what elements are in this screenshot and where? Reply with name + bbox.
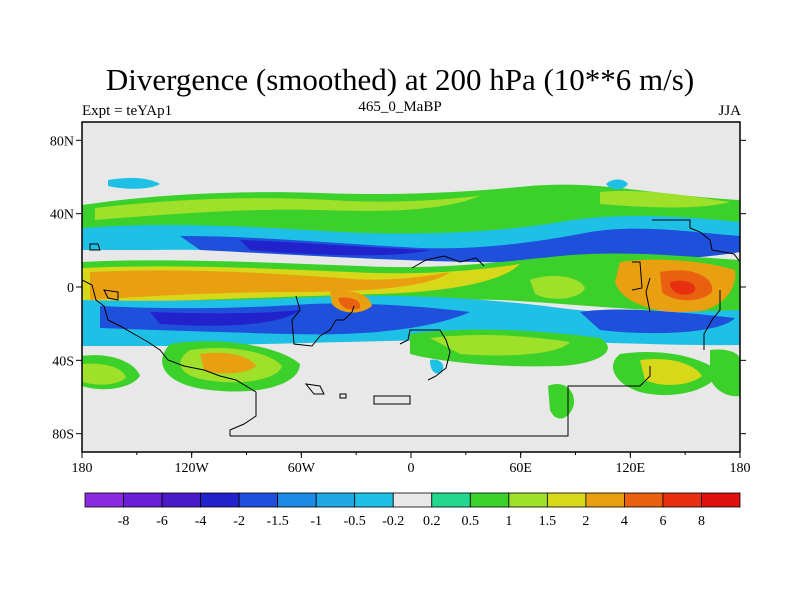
lon-tick-label: 60W [288, 461, 316, 476]
lon-tick-label: 180 [72, 461, 93, 476]
sm-east-green2 [710, 349, 740, 397]
divergence-field [82, 122, 740, 452]
lat-tick-label: 40N [50, 208, 74, 223]
tick-marks [76, 139, 746, 458]
colorbar-label: 1.5 [539, 514, 557, 529]
lat-tick-label: 80N [50, 134, 74, 149]
experiment-label: Expt = teYAp1 [82, 103, 173, 119]
colorbar-label: 6 [659, 514, 666, 529]
colorbar-label: -1.5 [267, 514, 289, 529]
colorbar-swatch [200, 492, 240, 508]
colorbar-swatch [585, 492, 625, 508]
sm-orange [200, 352, 256, 374]
sa-red [338, 297, 361, 310]
coast-east-asia [652, 219, 740, 350]
colorbar-label: 8 [698, 514, 705, 529]
colorbar-swatch [624, 492, 664, 508]
coast-south-america [291, 295, 355, 347]
sm-pac-cyan [430, 359, 444, 374]
colorbar-label: -2 [233, 514, 245, 529]
arctic-cyan-west [108, 177, 160, 189]
sm-west-yellow [82, 363, 126, 385]
coast-antarctica [229, 366, 651, 437]
colorbar-label: 1 [505, 514, 512, 529]
colorbar-swatch [469, 492, 510, 508]
lat-tick-label: 80S [52, 428, 74, 443]
colorbar-label: 4 [621, 514, 628, 529]
colorbar-swatch [123, 492, 163, 508]
arctic-cyan-east [606, 179, 628, 190]
colorbar-label: -0.2 [382, 514, 404, 529]
colorbar-label: -4 [195, 514, 207, 529]
colorbar-swatch [354, 492, 394, 508]
colorbar-label: -8 [118, 514, 130, 529]
colorbar-label: -1 [310, 514, 322, 529]
colorbar-label: -0.5 [344, 514, 366, 529]
colorbar-swatch [315, 492, 356, 508]
colorbar-label: -6 [156, 514, 168, 529]
lon-tick-label: 120E [616, 461, 646, 476]
north-band-yellow [95, 196, 480, 220]
coast-north-america [82, 279, 257, 393]
colorbar-swatch [546, 492, 587, 508]
lat-tick-label: 0 [67, 281, 74, 296]
coast-india [631, 261, 651, 313]
lon-tick-label: 120W [175, 461, 210, 476]
sm-africa-yellow [430, 335, 570, 356]
colorbar-swatch [662, 492, 702, 508]
colorbar-swatch [277, 492, 317, 508]
eq-east-red2 [670, 280, 696, 295]
season-label: JJA [718, 103, 741, 119]
tick-labels: 80N 40N 0 40S 80S 180 120W 60W 0 60E 120E 180 [50, 134, 751, 476]
coast-islands [304, 383, 411, 405]
eq-orange [90, 270, 450, 300]
colorbar-swatch [392, 492, 433, 508]
south-blue [100, 303, 470, 335]
colorbar: -8 -6 -4 -2 -1.5 -1 -0.5 -0.2 0.2 0.5 1 1.5 2 4 6 8 [84, 492, 741, 529]
eq-mid-yellow [530, 275, 585, 299]
colorbar-swatch [431, 492, 471, 508]
colorbar-swatch [238, 492, 279, 508]
run-label: 465_0_MaBP [358, 99, 442, 115]
north-deep [240, 240, 430, 256]
south-east-blue [580, 309, 735, 334]
lon-tick-label: 60E [509, 461, 532, 476]
coastlines [82, 219, 740, 437]
coast-asia [411, 255, 485, 269]
colorbar-swatch [84, 492, 124, 508]
colorbar-swatch [161, 492, 201, 508]
north-east-yellow [600, 190, 730, 208]
lat-tick-label: 40S [52, 354, 74, 369]
south-deep [150, 310, 300, 326]
map-title: Divergence (smoothed) at 200 hPa (10**6 … [105, 62, 695, 97]
colorbar-label: 0.2 [423, 514, 441, 529]
colorbar-swatch [508, 492, 548, 508]
lon-tick-label: 0 [408, 461, 415, 476]
sm-east-yellow [640, 358, 702, 385]
coast-africa [399, 329, 451, 381]
colorbar-swatch [701, 492, 741, 508]
lon-tick-label: 180 [730, 461, 751, 476]
colorbar-label: 0.5 [462, 514, 480, 529]
coast-alaska [89, 243, 119, 301]
colorbar-label: 2 [582, 514, 589, 529]
